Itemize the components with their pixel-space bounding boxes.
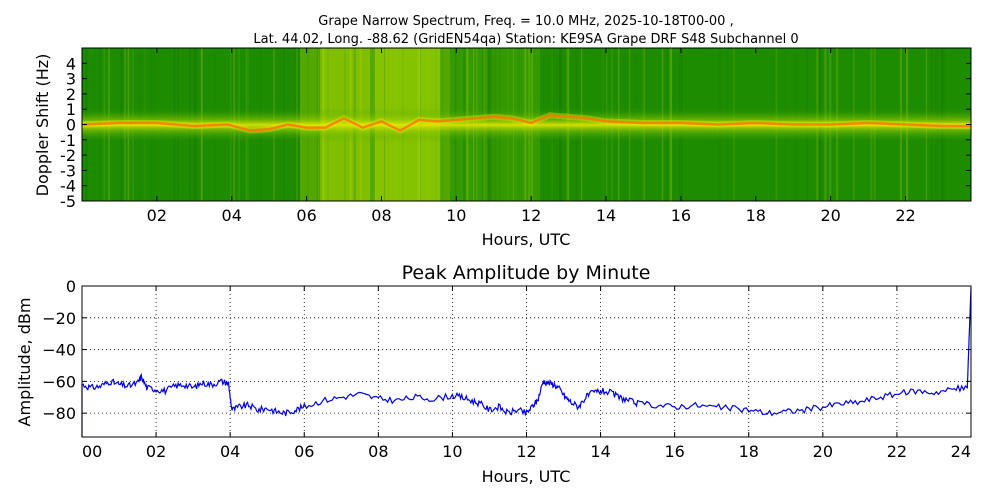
- y-tick-label: 3: [66, 70, 76, 89]
- x-tick-label: 22: [895, 206, 915, 225]
- y-tick-label: −60: [42, 372, 76, 391]
- x-tick-label: 04: [220, 442, 240, 461]
- x-tick-label: 08: [371, 206, 391, 225]
- x-tick-label: 08: [368, 442, 388, 461]
- x-tick-label: 20: [813, 442, 833, 461]
- x-tick-label: 06: [296, 206, 316, 225]
- spectrum-plot-area: [82, 48, 971, 201]
- amplitude-grid: [82, 286, 971, 437]
- y-tick-label: 1: [66, 100, 76, 119]
- x-tick-label: 00: [82, 442, 102, 461]
- spectrum-peak-trace: [82, 114, 971, 133]
- amplitude-y-ticks: 0 −20 −40 −60 −80: [42, 277, 971, 423]
- y-tick-label: −80: [42, 404, 76, 423]
- y-tick-label: −20: [42, 309, 76, 328]
- spectrum-x-axis-label: Hours, UTC: [482, 230, 571, 249]
- x-tick-label: 04: [222, 206, 242, 225]
- spectrum-title-line2: Lat. 44.02, Long. -88.62 (GridEN54qa) St…: [253, 32, 798, 47]
- y-tick-label: -5: [60, 192, 76, 211]
- x-tick-label: 02: [147, 206, 167, 225]
- x-tick-label: 22: [887, 442, 907, 461]
- y-tick-label: -3: [60, 161, 76, 180]
- spectrum-y-axis-label: Doppler Shift (Hz): [33, 54, 52, 197]
- x-tick-label: 16: [671, 206, 691, 225]
- x-tick-label: 18: [739, 442, 759, 461]
- spectrum-x-ticks: 02 04 06 08 10 12 14 16 18 20 22: [147, 48, 916, 225]
- x-tick-label: 24: [951, 442, 971, 461]
- x-tick-label: 14: [590, 442, 610, 461]
- y-tick-label: 4: [66, 54, 76, 73]
- y-tick-label: −40: [42, 341, 76, 360]
- y-tick-label: 0: [66, 116, 76, 135]
- x-tick-label: 16: [664, 442, 684, 461]
- x-tick-label: 02: [146, 442, 166, 461]
- x-tick-label: 20: [820, 206, 840, 225]
- amplitude-series-line: [81, 287, 972, 437]
- x-tick-label: 10: [446, 206, 466, 225]
- x-tick-label: 18: [746, 206, 766, 225]
- x-tick-label: 12: [521, 206, 541, 225]
- y-tick-label: -2: [60, 146, 76, 165]
- amplitude-y-axis-label: Amplitude, dBm: [15, 298, 34, 427]
- amplitude-x-ticks: 00 02 04 06 08 10 12 14 16 18 20 22 24: [81, 286, 972, 461]
- x-tick-label: 10: [442, 442, 462, 461]
- y-tick-label: 0: [66, 277, 76, 296]
- y-tick-label: 2: [66, 85, 76, 104]
- amplitude-x-axis-label: Hours, UTC: [482, 467, 571, 486]
- x-tick-label: 14: [596, 206, 616, 225]
- spectrum-trace-halo: [82, 112, 971, 134]
- y-tick-label: -4: [60, 177, 76, 196]
- x-tick-label: 06: [294, 442, 314, 461]
- x-tick-label: 12: [516, 442, 536, 461]
- spectrum-title-line1: Grape Narrow Spectrum, Freq. = 10.0 MHz,…: [318, 14, 733, 29]
- amplitude-title: Peak Amplitude by Minute: [402, 262, 651, 284]
- y-tick-label: -1: [60, 131, 76, 150]
